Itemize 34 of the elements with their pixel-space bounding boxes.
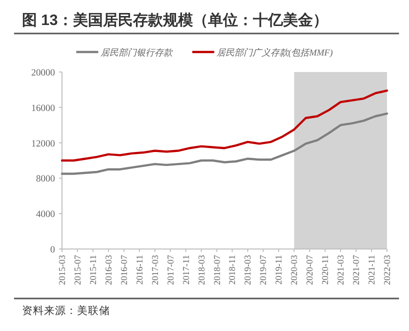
- text: 资料来源：美联储: [22, 304, 110, 317]
- legend-label: 居民部门银行存款: [100, 48, 174, 58]
- y-tick-label: 12000: [31, 139, 56, 150]
- x-tick-label: 2021-03: [336, 254, 346, 285]
- y-tick-label: 16000: [31, 104, 56, 114]
- x-tick-label: 2018-11: [227, 255, 238, 285]
- x-tick-label: 2021-07: [351, 254, 362, 285]
- y-tick-label: 8000: [36, 174, 56, 185]
- x-tick-label: 2015-07: [72, 254, 82, 285]
- x-tick-label: 2017-11: [180, 255, 191, 285]
- x-tick-label: 2015-11: [88, 255, 98, 285]
- x-tick-label: 2018-07: [212, 254, 222, 285]
- x-tick-label: 2017-03: [150, 254, 160, 285]
- x-tick-label: 2020-07: [304, 254, 315, 285]
- x-tick-label: 2019-03: [242, 254, 253, 285]
- x-tick-label: 2020-03: [289, 254, 300, 285]
- x-tick-label: 2016-07: [118, 254, 129, 285]
- x-tick-label: 2015-03: [57, 254, 67, 285]
- x-tick-label: 2021-11: [366, 255, 377, 285]
- line-series: [60, 112, 388, 175]
- x-tick-label: 2022-03: [382, 254, 392, 285]
- x-tick-label: 2017-07: [165, 254, 176, 285]
- y-tick-label: 4000: [36, 210, 56, 220]
- y-tick-label: 0: [50, 246, 56, 256]
- x-tick-label: 2016-03: [103, 254, 114, 285]
- x-tick-label: 2019-07: [258, 254, 268, 285]
- line-series: [60, 89, 388, 162]
- legend-label: 居民部门广义存款(包括MMF): [216, 48, 333, 58]
- x-tick-label: 2016-11: [134, 255, 144, 285]
- y-tick-label: 20000: [31, 68, 56, 78]
- x-tick-label: 2018-03: [196, 254, 206, 285]
- chart-title: 图 13：美国居民存款规模（单位：十亿美金）: [22, 11, 328, 29]
- x-tick-label: 2019-11: [274, 255, 284, 285]
- x-tick-label: 2020-11: [320, 255, 330, 285]
